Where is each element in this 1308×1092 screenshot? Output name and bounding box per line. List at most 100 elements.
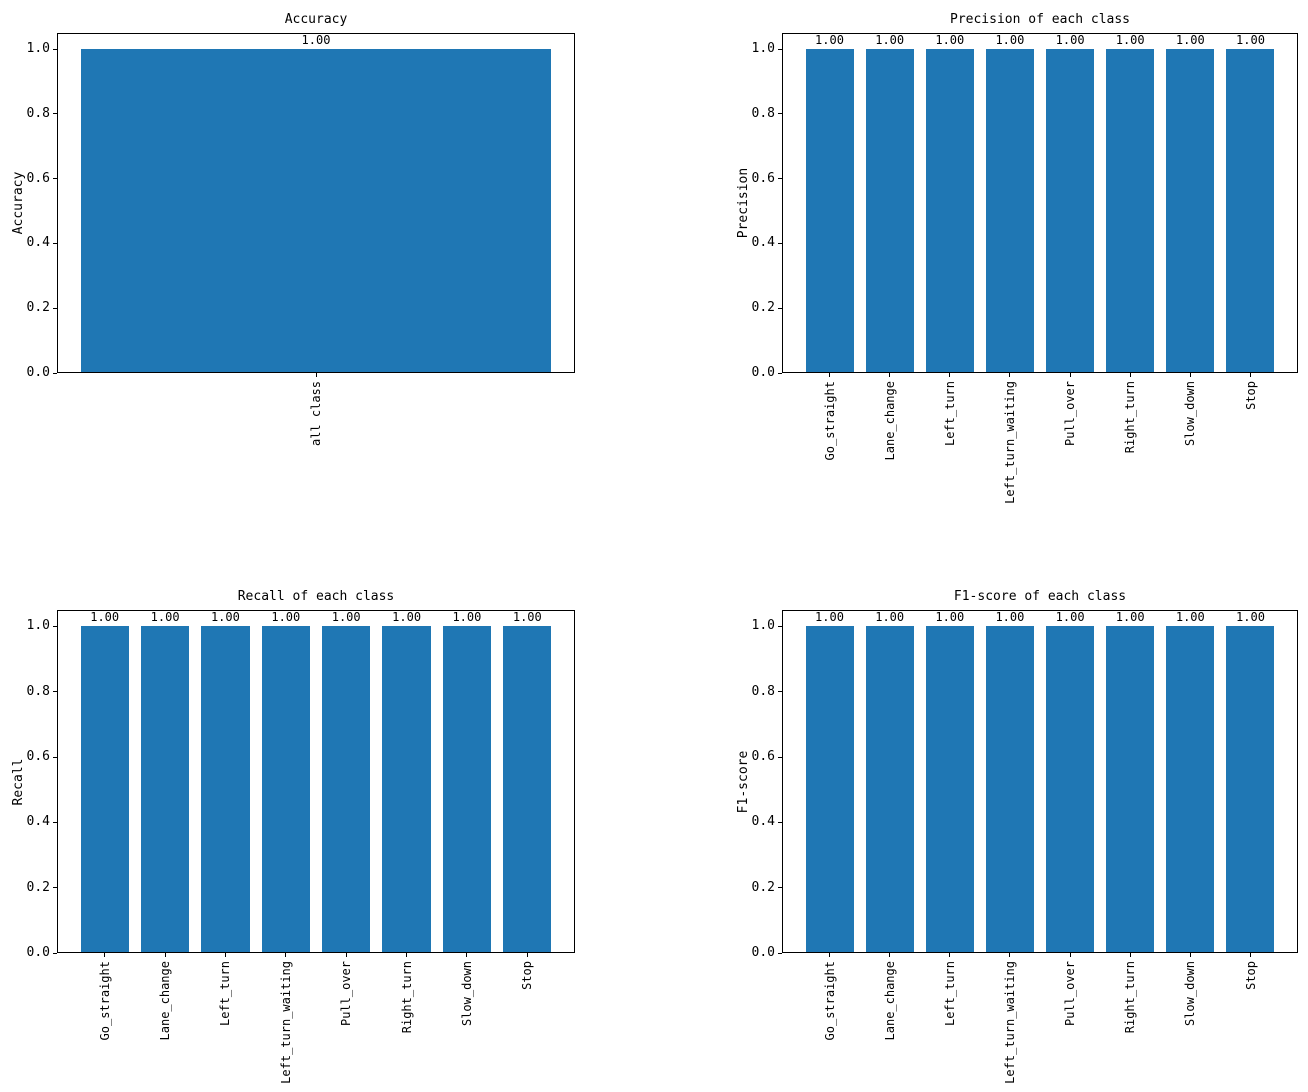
y-tick-label: 1.0	[751, 618, 775, 633]
bar-right-turn	[382, 626, 431, 952]
x-tick-mark	[1129, 373, 1131, 377]
x-tick-mark	[1250, 373, 1251, 377]
y-tick-label: 0.2	[751, 880, 775, 895]
bar-go-straight	[805, 626, 854, 952]
x-tick-label: Lane_change	[882, 961, 897, 1041]
y-tick-mark	[778, 308, 782, 309]
y-tick-mark	[778, 243, 782, 244]
x-tick-mark	[889, 373, 891, 377]
y-tick-label: 0.8	[26, 684, 50, 699]
x-tick-mark	[1129, 953, 1131, 957]
y-tick-mark	[53, 691, 57, 692]
bar-value-label: 1.00	[1175, 610, 1205, 625]
x-tick-mark	[526, 953, 528, 957]
y-tick-label: 1.0	[26, 618, 50, 633]
x-tick-mark	[1009, 373, 1011, 377]
y-tick-label: 0.6	[751, 171, 775, 186]
bar-value-label: 1.00	[1175, 33, 1205, 48]
bar-stop	[1226, 49, 1275, 372]
x-tick-label: Go_straight	[822, 381, 837, 461]
y-tick-mark	[778, 373, 782, 374]
bar-value-label: 1.00	[815, 33, 844, 48]
y-tick-label: 0.0	[26, 365, 50, 380]
y-tick-label: 0.6	[26, 171, 50, 186]
x-tick-mark	[224, 953, 226, 957]
x-tick-label: Left_turn_waiting	[1002, 381, 1017, 504]
bar-lane-change	[865, 49, 914, 372]
x-tick-label: Left_turn_waiting	[278, 961, 293, 1084]
y-tick-label: 0.4	[26, 235, 50, 250]
y-tick-mark	[53, 887, 57, 888]
bar-value-label: 1.00	[452, 610, 482, 625]
x-tick-mark	[829, 953, 830, 957]
x-tick-label: Right_turn	[399, 961, 414, 1034]
x-tick-mark	[164, 953, 166, 957]
bar-value-label: 1.00	[815, 610, 844, 625]
x-tick-mark	[104, 953, 106, 957]
y-tick-mark	[778, 953, 782, 954]
bar-all class	[80, 49, 552, 372]
x-tick-label: Stop	[520, 961, 535, 990]
y-tick-mark	[53, 373, 57, 374]
bar-lane-change	[140, 626, 190, 952]
y-tick-mark	[53, 757, 57, 758]
bar-left-turn-waiting	[261, 626, 310, 952]
chart-title: Accuracy	[284, 12, 348, 27]
bar-value-label: 1.00	[392, 610, 422, 625]
y-tick-label: 0.8	[751, 106, 775, 121]
y-tick-label: 0.0	[26, 945, 50, 960]
x-tick-mark	[1069, 373, 1071, 377]
x-tick-mark	[406, 953, 408, 957]
bar-pull-over	[1046, 49, 1095, 372]
bar-value-label: 1.00	[935, 33, 965, 48]
bar-value-label: 1.00	[301, 33, 331, 48]
x-tick-label: Go_straight	[97, 961, 112, 1041]
bar-left-turn	[925, 49, 974, 372]
x-tick-label: Left_turn	[942, 961, 957, 1027]
x-tick-label: Slow_down	[1183, 961, 1198, 1027]
chart-title: F1-score of each class	[953, 589, 1127, 604]
bar-pull-over	[322, 626, 371, 952]
x-tick-label: Go_straight	[822, 961, 837, 1041]
x-tick-label: Slow_down	[459, 961, 474, 1027]
bar-left-turn-waiting	[985, 49, 1034, 372]
y-tick-mark	[53, 178, 57, 179]
x-tick-label: Right_turn	[1123, 961, 1138, 1034]
y-tick-label: 0.2	[26, 880, 50, 895]
y-tick-mark	[53, 243, 57, 244]
axes-frame	[57, 610, 575, 953]
bar-value-label: 1.00	[935, 610, 965, 625]
y-tick-label: 0.6	[26, 749, 50, 764]
bar-value-label: 1.00	[875, 610, 905, 625]
x-tick-label: Lane_change	[882, 381, 897, 461]
x-tick-label: Pull_over	[1063, 381, 1078, 447]
axes-frame	[782, 33, 1298, 373]
x-tick-label: Left_turn_waiting	[1002, 961, 1017, 1084]
x-tick-mark	[1189, 953, 1191, 957]
x-tick-label: Stop	[1243, 381, 1258, 410]
y-tick-label: 0.4	[751, 814, 775, 829]
y-tick-mark	[53, 49, 57, 50]
y-tick-label: 0.8	[751, 684, 775, 699]
bar-value-label: 1.00	[1115, 33, 1145, 48]
x-tick-mark	[1189, 373, 1191, 377]
bar-right-turn	[1106, 626, 1155, 952]
bar-value-label: 1.00	[512, 610, 542, 625]
bar-go-straight	[805, 49, 854, 372]
x-tick-label: Right_turn	[1123, 381, 1138, 454]
bar-value-label: 1.00	[875, 33, 905, 48]
bar-value-label: 1.00	[150, 610, 180, 625]
x-tick-label: Pull_over	[339, 961, 354, 1027]
y-tick-mark	[53, 308, 57, 309]
chart-title: Recall of each class	[237, 589, 395, 604]
x-tick-label: Lane_change	[158, 961, 173, 1041]
bar-left-turn-waiting	[985, 626, 1034, 952]
y-tick-label: 1.0	[26, 41, 50, 56]
x-tick-label: Stop	[1243, 961, 1258, 990]
bar-go-straight	[80, 626, 129, 952]
y-tick-mark	[53, 113, 57, 114]
y-tick-mark	[778, 113, 782, 114]
bar-left-turn	[925, 626, 974, 952]
y-tick-label: 0.0	[751, 365, 775, 380]
